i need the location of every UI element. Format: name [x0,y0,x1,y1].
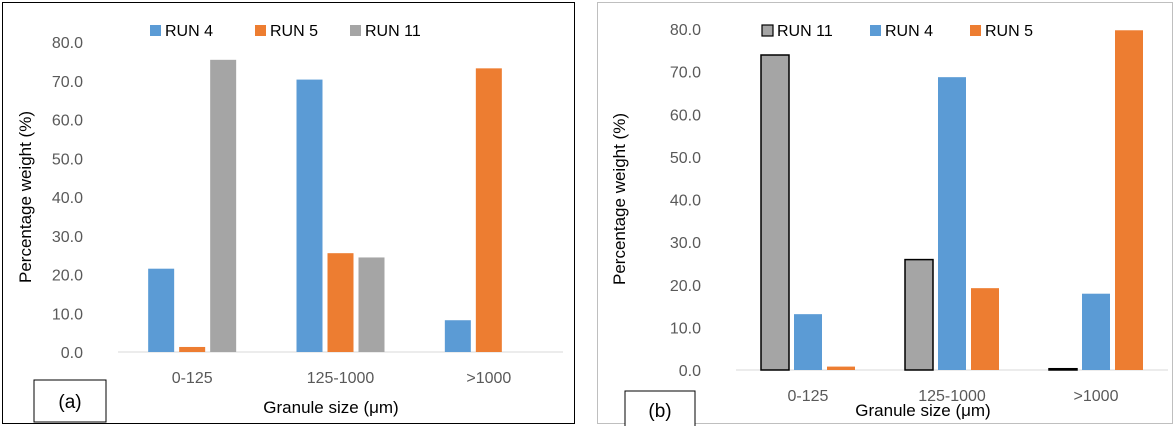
legend-swatch [870,25,881,36]
y-tick-label: 40.0 [670,193,701,210]
bar-run-4-3 [1082,293,1110,370]
bar-run-11-2 [904,258,934,371]
bar-run-5-3 [475,68,502,352]
legend-label: RUN 11 [365,23,421,40]
y-tick-label: 10.0 [52,306,83,323]
legend-label: RUN 4 [165,23,213,40]
panel-label-box [624,390,696,426]
bar-run-5-2 [327,253,354,352]
bar-run-4-3 [444,320,471,352]
bar-run-5-2 [971,288,999,370]
legend-swatch [150,25,161,36]
y-tick-label: 70.0 [670,65,701,82]
y-tick-label: 40.0 [52,190,83,207]
chart-panel-a: 0.0 10.0 20.0 30.0 40.0 50.0 60.0 70.0 80.0 0-125… [2,2,575,424]
legend-swatch [350,25,361,36]
x-category-label: 125-1000 [918,388,986,405]
chart-b-svg: 0.0 10.0 20.0 30.0 40.0 50.0 60.0 70.0 80.0 0-125… [610,22,1168,426]
y-tick-label: 80.0 [670,22,701,39]
legend-label: RUN 11 [777,23,833,40]
y-tick-label: 20.0 [52,268,83,285]
y-axis-title: Percentage weight (%) [16,111,35,283]
legend-swatch [970,25,981,36]
y-tick-label: 60.0 [52,113,83,130]
bar-run-4-2 [296,79,323,353]
bar-run-5-3 [1115,30,1143,371]
bar-run-5-1 [827,366,855,370]
bar-run-11-3 [1048,367,1078,371]
y-tick-label: 70.0 [52,74,83,91]
bar-run-4-1 [148,268,175,352]
y-tick-label: 30.0 [670,235,701,252]
legend-label: RUN 4 [885,23,933,40]
y-tick-label: 10.0 [670,320,701,337]
bar-run-5-1 [179,346,206,352]
chart-panel-b: 0.0 10.0 20.0 30.0 40.0 50.0 60.0 70.0 80.0 0-125… [597,2,1173,426]
y-tick-label: 20.0 [670,278,701,295]
y-axis-title: Percentage weight (%) [610,113,629,285]
y-tick-label: 50.0 [670,150,701,167]
x-category-label: >1000 [466,370,511,387]
bar-run-11-2 [358,257,385,352]
legend-label: RUN 5 [270,23,318,40]
y-tick-label: 50.0 [52,151,83,168]
x-category-label: 0-125 [172,370,213,387]
y-tick-label: 60.0 [670,107,701,124]
panel-label: (b) [648,401,671,422]
legend-swatch [761,24,774,37]
bar-run-11-1 [760,54,790,371]
y-tick-label: 80.0 [52,35,83,52]
y-tick-label: 0.0 [679,363,701,380]
x-category-label: 125-1000 [307,370,375,387]
chart-a-svg: 0.0 10.0 20.0 30.0 40.0 50.0 60.0 70.0 80.0 0-125… [16,23,563,423]
bar-run-4-2 [938,77,966,370]
x-axis-title: Granule size (μm) [263,398,398,417]
x-axis-title: Granule size (μm) [855,401,990,420]
panel-label: (a) [58,392,81,413]
y-tick-label: 30.0 [52,229,83,246]
panel-label-box [33,379,107,423]
legend-swatch [255,25,266,36]
bar-run-4-1 [794,314,822,370]
x-category-label: >1000 [1074,388,1119,405]
bar-run-11-1 [210,59,237,352]
legend-label: RUN 5 [985,23,1033,40]
y-tick-label: 0.0 [61,345,83,362]
x-category-label: 0-125 [788,388,829,405]
